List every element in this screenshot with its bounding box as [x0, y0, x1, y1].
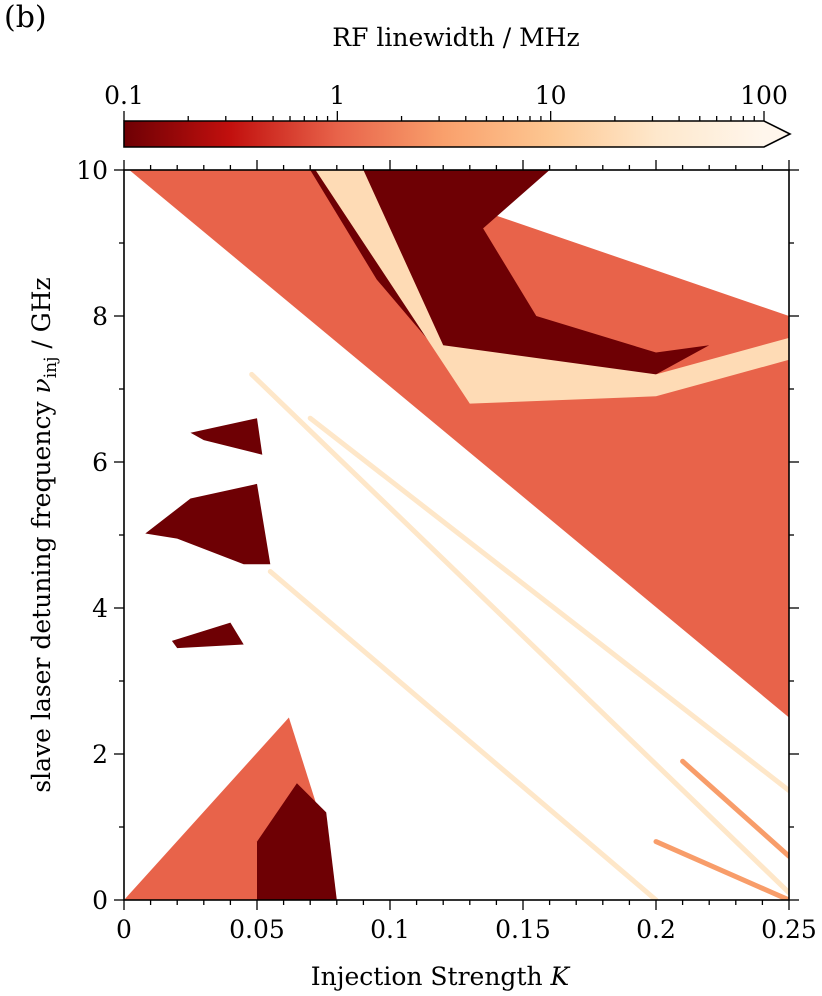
- heatmap-region-6: [171, 622, 244, 649]
- heatmap-ridge-1: [267, 569, 659, 900]
- colorbar-tick-labels: 0.1 1 10 100: [104, 81, 788, 110]
- x-tick-label: 0.2: [636, 915, 676, 944]
- x-tick-label: 0: [116, 915, 132, 944]
- heatmap-ridge-0: [249, 371, 789, 896]
- heatmap-region-7: [315, 170, 789, 404]
- y-tick-label: 2: [92, 740, 108, 769]
- y-axis-label: slave laser detuning frequency νinj / GH…: [27, 277, 61, 792]
- heatmap-ridge-2: [307, 415, 789, 793]
- heatmap-ridges: [249, 371, 789, 900]
- x-axis-label: Injection Strength K: [311, 962, 571, 991]
- colorbar-tick-label: 100: [740, 81, 788, 110]
- heatmap-regions: [124, 170, 789, 900]
- colorbar-tick-label: 0.1: [104, 81, 144, 110]
- heatmap-ridge-4: [653, 839, 789, 900]
- x-tick-label: 0.15: [495, 915, 551, 944]
- x-tick-label: 0.1: [370, 915, 410, 944]
- heatmap-ridge-3: [680, 758, 789, 859]
- x-tick-label: 0.25: [761, 915, 817, 944]
- panel-label: (b): [4, 0, 47, 35]
- y-tick-label: 4: [92, 594, 108, 623]
- y-tick-label: 6: [92, 448, 108, 477]
- colorbar-tick-label: 1: [329, 81, 345, 110]
- y-tick-label: 10: [76, 156, 108, 185]
- x-axis: 0 0.05 0.1 0.15 0.2 0.25: [116, 160, 817, 944]
- heatmap-region-3: [257, 783, 337, 900]
- heatmap-region-0: [129, 170, 789, 718]
- colorbar-tick-label: 10: [535, 81, 567, 110]
- colorbar-ticks: [123, 111, 765, 121]
- y-axis: 0 2 4 6 8 10: [76, 156, 799, 915]
- colorbar: [123, 120, 792, 148]
- y-tick-label: 0: [92, 886, 108, 915]
- y-tick-label: 8: [92, 302, 108, 331]
- heatmap-region-2: [310, 170, 710, 389]
- heatmap-region-5: [190, 418, 263, 455]
- colorbar-label: RF linewidth / MHz: [332, 23, 579, 52]
- x-tick-label: 0.05: [229, 915, 285, 944]
- heatmap-region-4: [145, 483, 271, 565]
